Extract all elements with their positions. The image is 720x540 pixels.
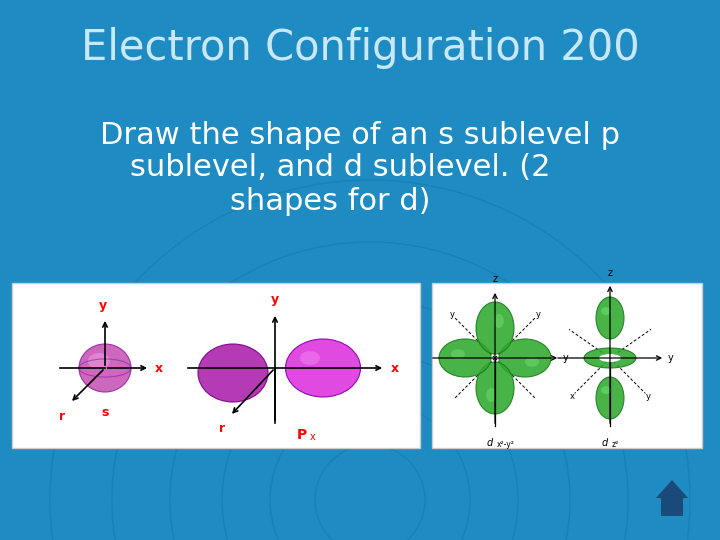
Text: y: y [271, 293, 279, 306]
Ellipse shape [476, 362, 514, 414]
Text: s: s [102, 406, 109, 419]
Ellipse shape [525, 357, 539, 367]
Ellipse shape [198, 344, 268, 402]
Ellipse shape [439, 339, 491, 377]
FancyBboxPatch shape [12, 283, 420, 448]
Text: Draw the shape of an s sublevel p: Draw the shape of an s sublevel p [100, 120, 620, 150]
Text: z²: z² [612, 440, 619, 449]
Text: Electron Configuration 200: Electron Configuration 200 [81, 27, 639, 69]
Text: x: x [310, 432, 316, 442]
Text: x: x [391, 361, 399, 375]
Text: r: r [59, 410, 65, 423]
Ellipse shape [270, 339, 280, 397]
Ellipse shape [88, 353, 110, 369]
Text: y: y [646, 392, 651, 401]
Ellipse shape [300, 351, 320, 365]
Ellipse shape [599, 354, 621, 362]
Ellipse shape [596, 377, 624, 419]
Text: P: P [297, 428, 307, 442]
Text: r: r [219, 422, 225, 435]
Ellipse shape [451, 349, 465, 359]
Ellipse shape [79, 344, 131, 392]
Ellipse shape [584, 348, 636, 368]
Text: shapes for d): shapes for d) [230, 187, 431, 217]
Text: d: d [487, 438, 493, 448]
Text: x: x [570, 392, 575, 401]
Text: x²-y²: x²-y² [497, 440, 515, 449]
Ellipse shape [486, 388, 496, 402]
Text: y: y [449, 310, 454, 319]
Ellipse shape [601, 307, 611, 315]
Text: d: d [602, 438, 608, 448]
Text: z: z [608, 268, 613, 278]
Text: y: y [668, 353, 674, 363]
Text: x: x [155, 361, 163, 375]
FancyBboxPatch shape [432, 283, 702, 448]
Ellipse shape [476, 302, 514, 354]
Polygon shape [656, 480, 688, 498]
Ellipse shape [601, 386, 611, 394]
Text: z: z [492, 274, 498, 284]
Ellipse shape [596, 297, 624, 339]
Text: y: y [99, 299, 107, 312]
FancyBboxPatch shape [661, 498, 683, 516]
Text: y: y [536, 310, 541, 319]
Text: y: y [563, 353, 569, 363]
Ellipse shape [494, 314, 504, 328]
Ellipse shape [499, 339, 551, 377]
Ellipse shape [286, 339, 361, 397]
Text: sublevel, and d sublevel. (2: sublevel, and d sublevel. (2 [130, 153, 550, 183]
